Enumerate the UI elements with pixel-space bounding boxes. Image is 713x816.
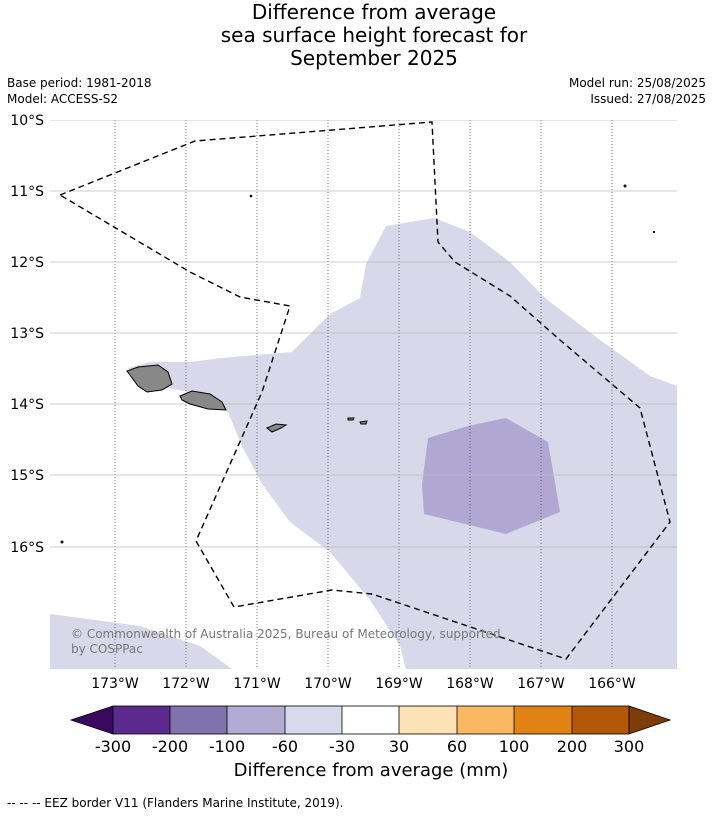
map-area	[50, 120, 677, 669]
cb-tick-60: 60	[447, 737, 467, 756]
cb-tick-minus100: -100	[209, 737, 245, 756]
lon-gridlines	[114, 120, 613, 669]
colorbar-title: Difference from average (mm)	[233, 760, 509, 781]
colorbar-high-extend	[628, 705, 672, 735]
colorbar-frame	[112, 705, 630, 735]
colorbar-swatch-8	[514, 706, 572, 734]
colorbar-swatch-9	[572, 706, 629, 734]
model-name: Model: ACCESS-S2	[7, 92, 119, 106]
colorbar-dividers	[169, 706, 573, 734]
atoll-north	[249, 194, 253, 198]
cb-tick-300: 300	[614, 737, 645, 756]
atoll-east-2	[652, 230, 656, 234]
upolu-island	[179, 390, 227, 411]
meta-right: Model run: 25/08/2025 Issued: 27/08/2025	[569, 75, 706, 107]
meta-left: Base period: 1981-2018 Model: ACCESS-S2	[7, 75, 152, 107]
lon-label-170w: 170°W	[304, 676, 352, 692]
atoll-west	[60, 540, 64, 544]
anomaly-region-medium	[422, 418, 560, 534]
tutuila-island	[266, 423, 288, 433]
base-period: Base period: 1981-2018	[7, 76, 152, 90]
savaii-island	[126, 364, 173, 393]
anomaly-region-light	[128, 218, 677, 669]
colorbar-swatch-6	[399, 706, 457, 734]
cb-tick-30: 30	[389, 737, 409, 756]
lon-label-167w: 167°W	[517, 676, 565, 692]
lon-label-173w: 173°W	[91, 676, 139, 692]
lat-label-13s: 13°S	[10, 326, 44, 342]
model-run: Model run: 25/08/2025	[568, 76, 706, 90]
lat-gridlines	[50, 120, 677, 548]
colorbar-low-extend	[69, 705, 114, 735]
lat-label-11s: 11°S	[10, 184, 44, 200]
colorbar-swatch-5	[342, 706, 399, 734]
islands	[60, 184, 656, 544]
cb-tick-minus300: -300	[95, 737, 131, 756]
lat-label-10s: 10°S	[10, 113, 44, 129]
cb-tick-100: 100	[499, 737, 530, 756]
cb-tick-minus30: -30	[329, 737, 355, 756]
lon-label-166w: 166°W	[588, 676, 636, 692]
title-line-2: sea surface height forecast for	[220, 23, 528, 47]
title-line-3: September 2025	[290, 46, 458, 70]
lon-label-172w: 172°W	[162, 676, 210, 692]
colorbar-tick-labels: -300 -200 -100 -60 -30 30 60 100 200 300	[95, 737, 644, 756]
lat-label-16s: 16°S	[10, 540, 44, 556]
lat-labels: 10°S 11°S 12°S 13°S 14°S 15°S 16°S	[10, 113, 44, 556]
anomaly-region-light-sw	[50, 614, 232, 669]
lat-label-15s: 15°S	[10, 468, 44, 484]
lon-label-168w: 168°W	[446, 676, 494, 692]
lon-label-171w: 171°W	[233, 676, 281, 692]
copyright-line-2: by COSPPac	[71, 642, 143, 656]
cb-tick-minus200: -200	[152, 737, 188, 756]
colorbar: -300 -200 -100 -60 -30 30 60 100 200 300	[69, 705, 672, 756]
cb-tick-200: 200	[557, 737, 588, 756]
lat-label-12s: 12°S	[10, 255, 44, 271]
eez-samoa	[59, 121, 671, 660]
manua-island-2	[359, 420, 368, 425]
cb-tick-minus60: -60	[272, 737, 298, 756]
eez-footnote: -- -- -- EEZ border V11 (Flanders Marine…	[7, 796, 344, 810]
lat-label-14s: 14°S	[10, 397, 44, 413]
eez-borders	[59, 121, 671, 660]
colorbar-swatch-3	[227, 706, 285, 734]
atoll-east-1	[623, 184, 627, 188]
colorbar-swatch-2	[170, 706, 227, 734]
colorbar-swatch-7	[457, 706, 514, 734]
manua-island-1	[347, 417, 355, 421]
colorbar-swatch-1	[113, 706, 170, 734]
copyright-line-1: © Commonwealth of Australia 2025, Bureau…	[71, 627, 501, 641]
lon-labels: 173°W 172°W 171°W 170°W 169°W 168°W 167°…	[91, 676, 636, 692]
map-title: Difference from average sea surface heig…	[0, 1, 713, 70]
title-line-1: Difference from average	[251, 0, 497, 24]
issued-date: Issued: 27/08/2025	[590, 92, 706, 106]
copyright-notice: © Commonwealth of Australia 2025, Bureau…	[71, 627, 501, 656]
lon-label-169w: 169°W	[375, 676, 423, 692]
colorbar-swatch-4	[285, 706, 342, 734]
